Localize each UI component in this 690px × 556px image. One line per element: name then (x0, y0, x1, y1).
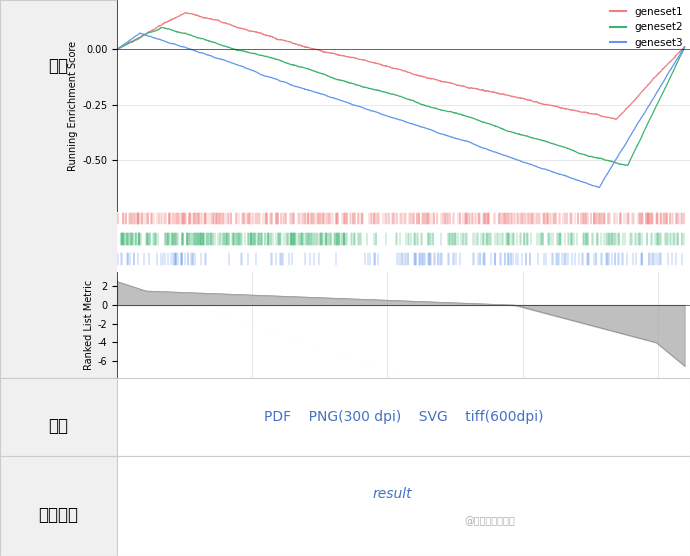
geneset2 (538, 137, 546, 143)
geneset1 (181, 9, 190, 16)
Text: 富集结果: 富集结果 (39, 506, 79, 524)
geneset1 (538, 101, 546, 107)
geneset2 (262, 53, 270, 59)
geneset3 (680, 43, 689, 50)
Legend: geneset1, geneset2, geneset3: geneset1, geneset2, geneset3 (606, 3, 687, 52)
geneset2 (622, 162, 630, 168)
geneset2 (158, 24, 166, 31)
geneset1 (113, 46, 121, 52)
Line: geneset1: geneset1 (117, 13, 684, 119)
geneset2 (321, 71, 329, 78)
geneset3 (136, 29, 144, 36)
geneset3 (321, 92, 329, 98)
geneset2 (224, 44, 232, 51)
Line: geneset3: geneset3 (117, 33, 684, 187)
X-axis label: Rank in Ordered Dataset: Rank in Ordered Dataset (335, 403, 473, 413)
Text: 预览: 预览 (49, 57, 68, 75)
geneset1 (115, 45, 124, 52)
geneset3 (595, 184, 603, 191)
Line: geneset2: geneset2 (117, 27, 684, 165)
Y-axis label: Ranked List Metric: Ranked List Metric (83, 280, 94, 370)
geneset3 (538, 165, 546, 172)
geneset1 (262, 32, 270, 39)
geneset3 (224, 58, 232, 65)
Text: 下载: 下载 (49, 417, 68, 435)
geneset1 (321, 49, 329, 56)
Y-axis label: Running Enrichment Score: Running Enrichment Score (68, 41, 78, 171)
geneset3 (623, 137, 631, 144)
geneset1 (680, 43, 689, 50)
Text: PDF    PNG(300 dpi)    SVG    tiff(600dpi): PDF PNG(300 dpi) SVG tiff(600dpi) (264, 410, 544, 424)
geneset2 (115, 44, 124, 51)
geneset3 (262, 73, 270, 80)
geneset2 (623, 162, 631, 168)
geneset1 (224, 21, 232, 27)
geneset2 (680, 44, 689, 51)
geneset1 (612, 116, 620, 122)
geneset3 (113, 46, 121, 52)
geneset2 (113, 46, 121, 52)
Text: @微生信在线作图: @微生信在线作图 (464, 516, 515, 526)
Text: result: result (373, 487, 412, 501)
geneset3 (115, 44, 124, 51)
geneset1 (623, 104, 631, 111)
